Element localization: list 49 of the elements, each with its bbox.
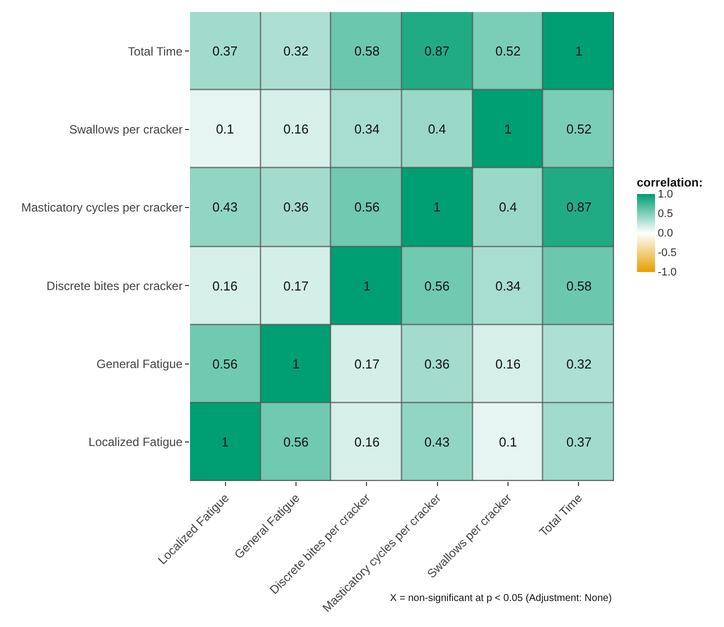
data-label: 0.32 [566, 356, 592, 372]
data-label: 0.16 [354, 434, 380, 450]
data-label: 1 [292, 356, 300, 372]
data-label: 0.16 [495, 356, 521, 372]
data-label: 1 [575, 44, 583, 59]
data-label: 0.1 [216, 122, 234, 137]
text: X = non-significant at p < 0.05 (Adjustment: None) [390, 593, 612, 604]
color-bar-label: 1.0 [658, 188, 673, 200]
data-label: 0.56 [212, 356, 238, 372]
y-tick-label: Masticatory cycles per cracker [21, 200, 183, 215]
data-label: 0.43 [424, 434, 450, 450]
data-label: 1 [221, 434, 229, 450]
data-label: 0.58 [354, 44, 380, 59]
data-label: 0.1 [498, 434, 518, 450]
data-label: 0.52 [495, 44, 521, 59]
data-label: 0.4 [428, 122, 446, 137]
data-label: 0.87 [424, 44, 450, 59]
y-tick-label: General Fatigue [96, 356, 183, 371]
data-label: 0.34 [354, 122, 380, 137]
data-label: 0.36 [424, 356, 450, 372]
color-bar-label: 0.5 [658, 208, 673, 220]
y-tick-label: Swallows per cracker [69, 122, 183, 136]
y-tick-label: Localized Fatigue [88, 435, 183, 450]
color-bar-label: -1.0 [658, 266, 677, 278]
data-label: 0.37 [566, 434, 592, 450]
y-tick-label: Total Time [128, 44, 183, 58]
data-label: 1 [363, 278, 371, 294]
data-label: 0.56 [283, 434, 309, 450]
data-label: 0.43 [212, 200, 238, 215]
color-bar-title: correlation: [636, 176, 703, 190]
data-label: 0.16 [212, 278, 238, 294]
data-label: 0.56 [354, 200, 380, 215]
data-label: 0.87 [566, 200, 592, 215]
data-label: 0.58 [566, 278, 592, 294]
data-label: 0.32 [283, 44, 309, 59]
data-label: 0.52 [566, 122, 592, 137]
data-label: 0.17 [283, 278, 309, 294]
color-bar-label: 0.0 [658, 227, 673, 240]
data-label: 1 [433, 200, 441, 215]
data-label: 0.56 [424, 278, 450, 294]
data-label: 0.36 [283, 200, 309, 215]
data-label: 0.17 [354, 356, 380, 372]
color-bar-label: -0.5 [658, 246, 677, 259]
data-label: 0.37 [212, 44, 238, 59]
y-tick-label: Discrete bites per cracker [46, 278, 183, 293]
data-label: 0.34 [495, 278, 521, 294]
data-label: 0.16 [283, 122, 309, 137]
data-label: 1 [504, 122, 512, 137]
data-label: 0.4 [498, 200, 518, 215]
